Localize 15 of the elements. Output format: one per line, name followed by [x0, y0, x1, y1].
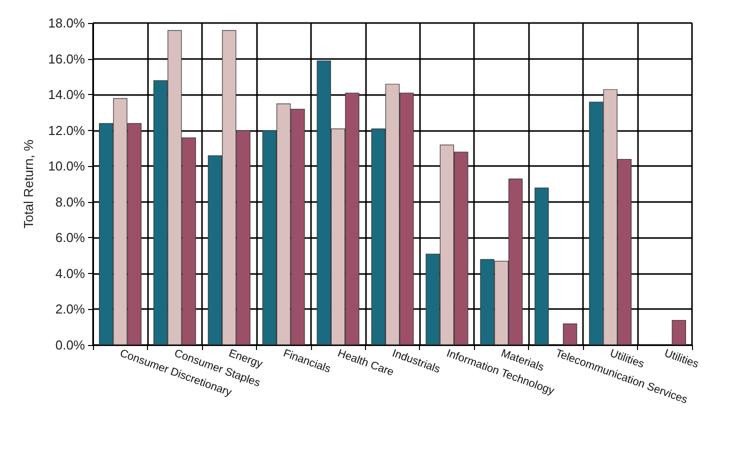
bar — [562, 324, 578, 345]
y-tick-label: 16.0% — [48, 51, 86, 66]
y-tick-label: 2.0% — [55, 302, 86, 317]
bar — [534, 188, 549, 345]
y-tick-label: 0.0% — [55, 338, 86, 352]
y-axis-title: Total Return, % — [21, 139, 36, 228]
y-tick-label: 6.0% — [55, 230, 86, 246]
y-tick-label: 10.0% — [48, 158, 86, 174]
y-tick-label: 12.0% — [48, 122, 86, 138]
x-tick-label: Utilities — [662, 347, 701, 371]
bar — [672, 320, 686, 345]
y-tick-label: 4.0% — [55, 266, 86, 281]
y-tick-label: 18.0% — [48, 16, 86, 30]
y-tick-label: 8.0% — [55, 194, 86, 210]
y-tick-label: 14.0% — [48, 87, 86, 102]
